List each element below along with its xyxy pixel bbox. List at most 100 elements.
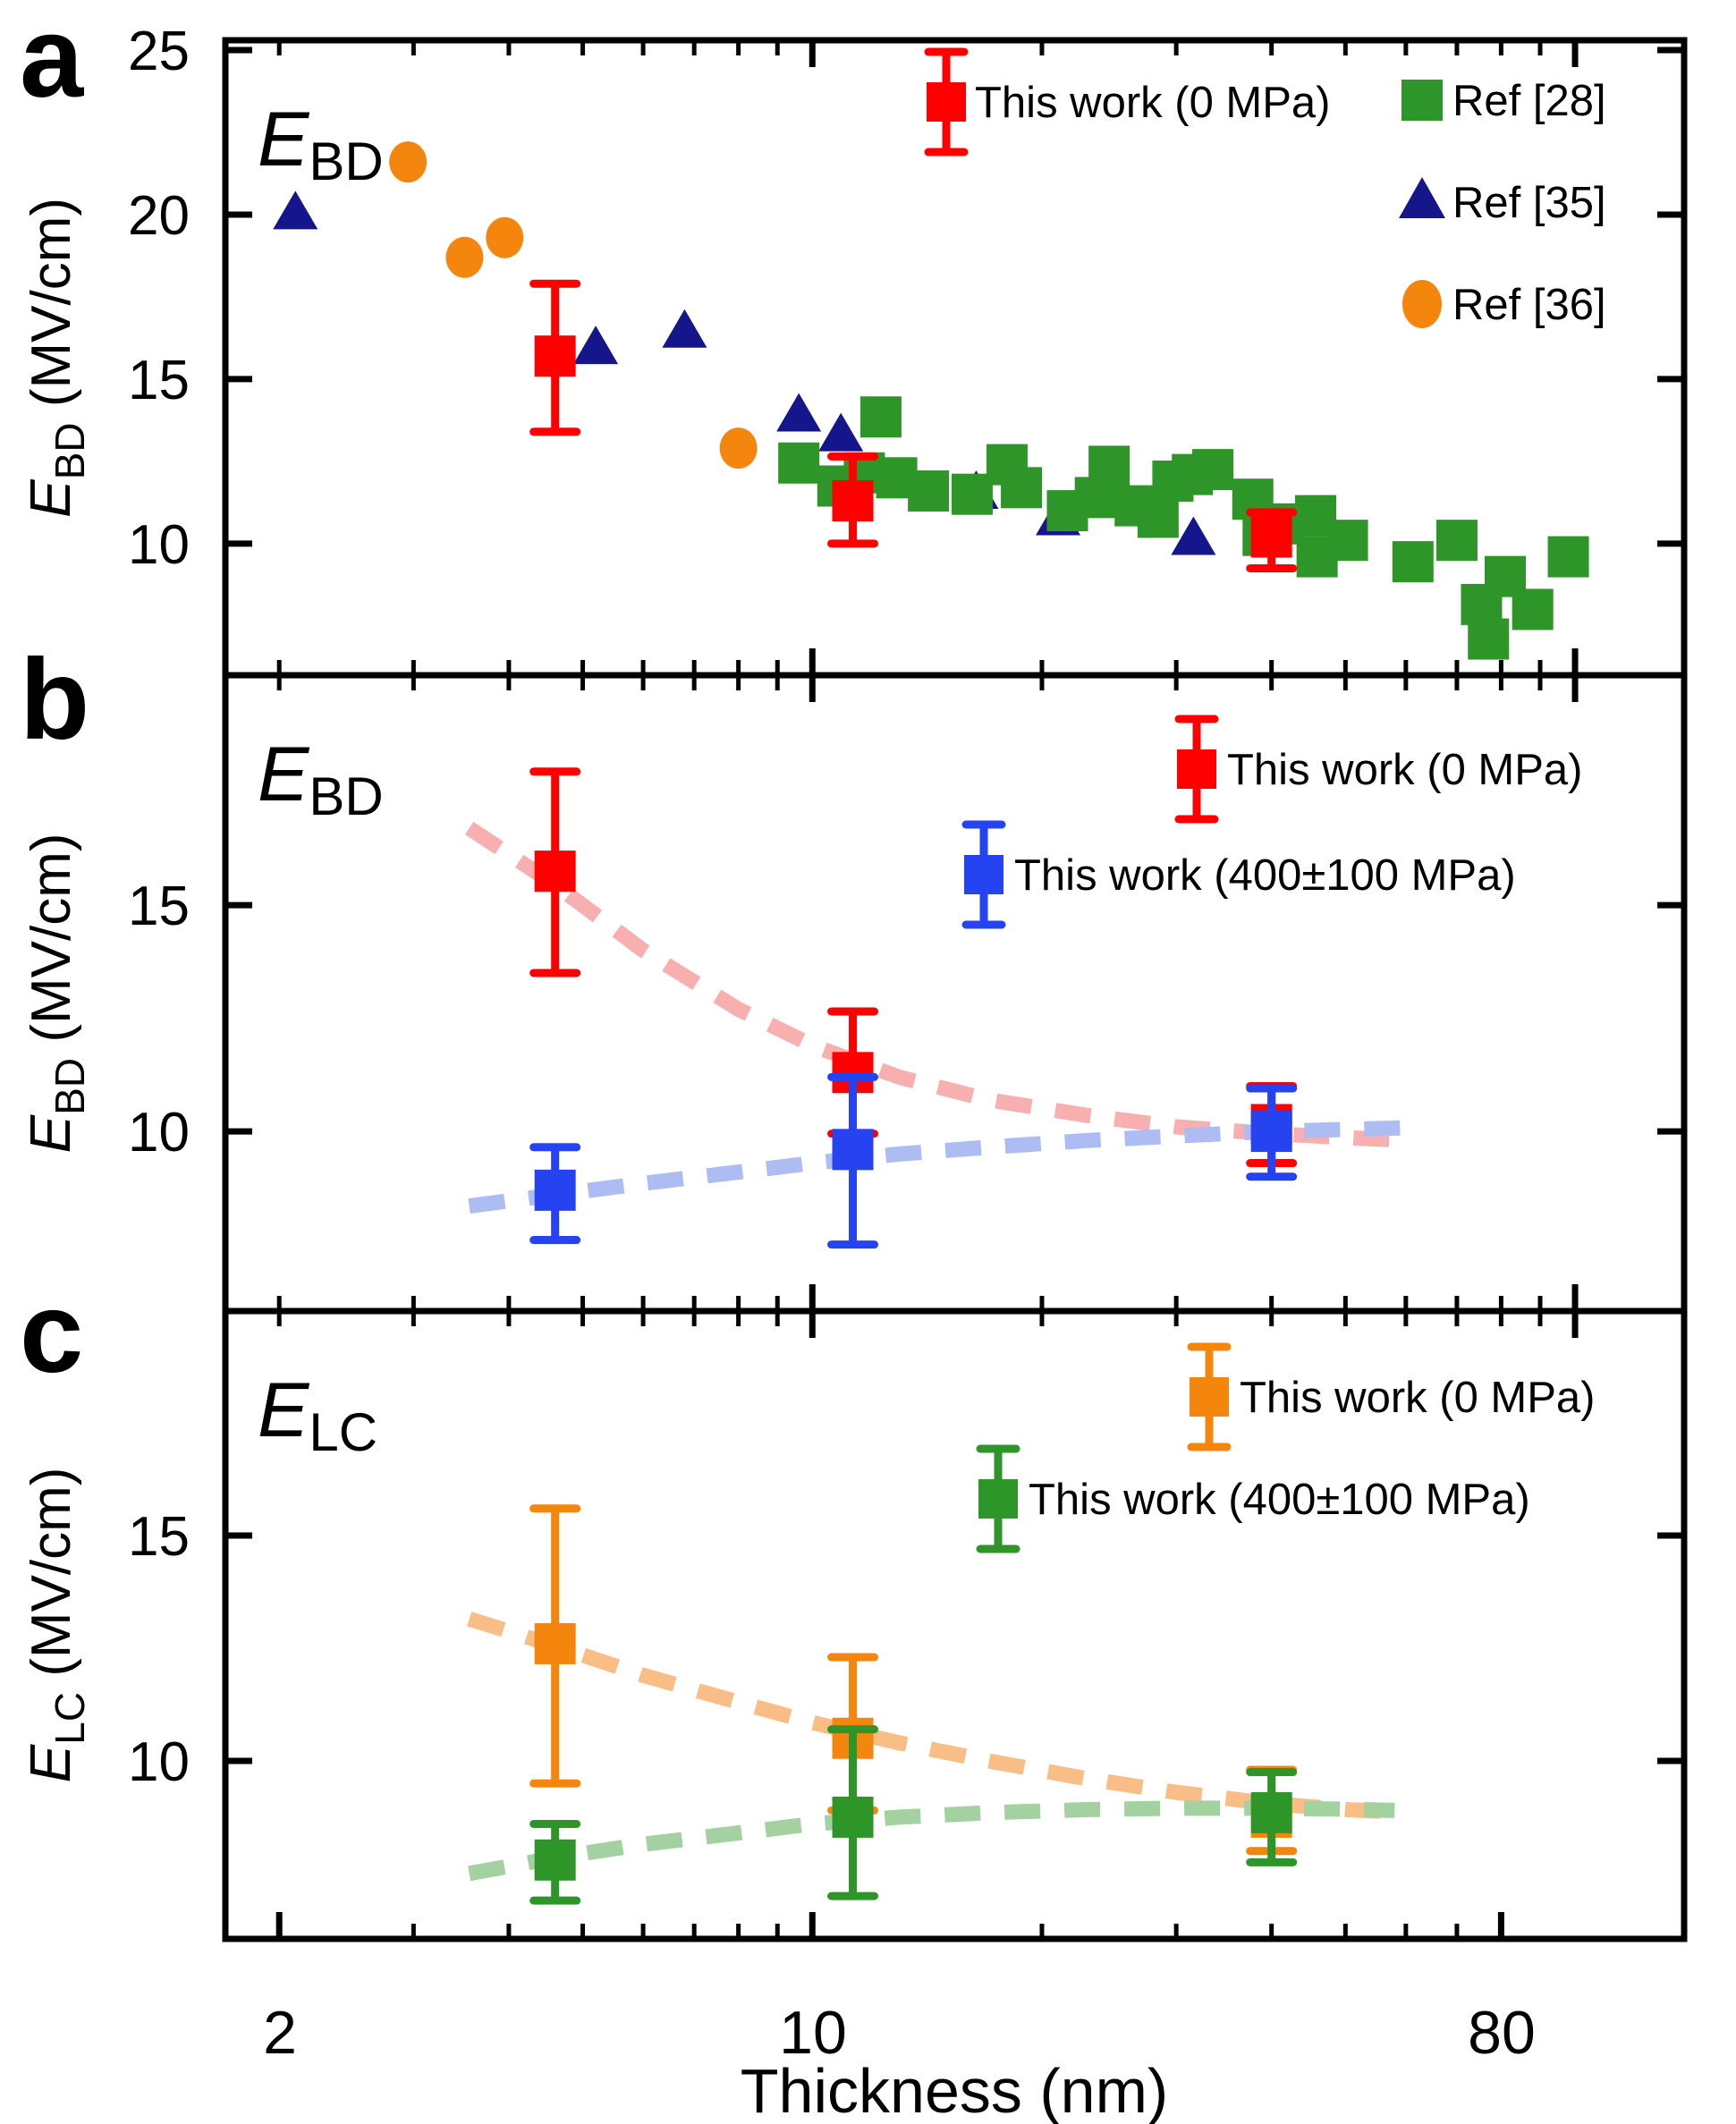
inplot-label: ELC xyxy=(258,1367,377,1462)
x-tick-label-80: 80 xyxy=(1468,1999,1536,2067)
inplot-label: EBD xyxy=(258,97,384,191)
legend-item: Ref [36] xyxy=(1402,280,1606,329)
legend-label: Ref [28] xyxy=(1452,77,1606,125)
data-point-triangle xyxy=(273,190,318,230)
data-point-square xyxy=(534,1839,576,1881)
data-point-square xyxy=(832,1129,874,1171)
legend: This work (0 MPa) This work (400±100 MPa) xyxy=(976,1342,1596,1553)
data-point-square xyxy=(778,442,820,484)
x-axis-title: Thickness (nm) xyxy=(741,2056,1168,2124)
data-point-square xyxy=(1392,541,1434,583)
data-point-circle xyxy=(486,216,524,258)
data-point-square xyxy=(1326,520,1368,562)
data-point-square xyxy=(1088,445,1131,487)
legend-label: Ref [35] xyxy=(1452,179,1606,227)
series xyxy=(778,396,1589,660)
legend-marker-circle xyxy=(1402,280,1442,328)
y-axis-title: ELC (MV/cm) xyxy=(18,1468,93,1783)
legend-label: This work (0 MPa) xyxy=(1240,1374,1596,1422)
data-point-square xyxy=(534,335,576,377)
data-point-square xyxy=(534,1169,576,1211)
data-point-square xyxy=(1192,449,1234,491)
y-tick-label: 10 xyxy=(128,1102,190,1164)
legend-label: This work (0 MPa) xyxy=(1227,746,1583,794)
legend-item: This work (0 MPa) xyxy=(1174,715,1583,824)
legend-item: This work (0 MPa) xyxy=(924,47,1331,157)
y-axis-title: EBD (MV/cm) xyxy=(18,834,93,1154)
y-tick-label: 15 xyxy=(128,350,190,411)
data-point-circle xyxy=(719,427,758,470)
data-point-square xyxy=(832,480,874,522)
series xyxy=(529,279,1298,572)
legend-label: Ref [36] xyxy=(1452,281,1606,329)
panel-a: 10 15 20 25 EBD EBD (MV/cm) This work (0 MPa) R… xyxy=(18,21,1688,679)
data-point-square xyxy=(908,470,950,512)
series xyxy=(529,1072,1298,1249)
data-point-square xyxy=(1250,1791,1292,1833)
legend-marker-square xyxy=(1190,1377,1229,1417)
data-point-square xyxy=(951,473,993,515)
legend-marker-square xyxy=(927,82,966,122)
legend-label: This work (400±100 MPa) xyxy=(1029,1476,1530,1524)
data-point-circle xyxy=(445,236,484,278)
data-point-square xyxy=(860,396,902,438)
panel-border xyxy=(222,1307,1688,1942)
y-tick-label: 15 xyxy=(128,876,190,937)
data-point-square xyxy=(1547,536,1589,578)
axis-ticks: 10 15 20 25 xyxy=(128,21,1684,675)
data-point-square xyxy=(1137,496,1179,538)
y-tick-label: 20 xyxy=(128,185,190,247)
legend-marker-square xyxy=(964,855,1003,894)
legend-marker-square xyxy=(1402,80,1443,121)
data-point-triangle xyxy=(662,309,707,348)
legend-item: Ref [28] xyxy=(1402,77,1606,125)
series xyxy=(529,1725,1298,1905)
legend-item: This work (400±100 MPa) xyxy=(976,1444,1530,1553)
legend-item: Ref [35] xyxy=(1399,177,1606,227)
x-tick-label-10: 10 xyxy=(779,1999,847,2067)
panel-letter-b: b xyxy=(20,636,89,764)
y-tick-label: 25 xyxy=(128,21,190,82)
trend-line xyxy=(465,821,1407,1148)
data-point-square xyxy=(534,850,576,893)
inplot-label: EBD xyxy=(258,732,384,826)
legend-marker-square xyxy=(1177,749,1216,789)
legend-item: This work (400±100 MPa) xyxy=(961,820,1516,929)
data-point-triangle xyxy=(818,412,864,452)
chart-generated-content: 10 15 20 25 EBD EBD (MV/cm) This work (0 MPa) R… xyxy=(18,21,1688,1942)
legend-marker-triangle xyxy=(1399,177,1445,218)
y-axis-title: EBD (MV/cm) xyxy=(18,198,93,518)
panel-letter-a: a xyxy=(20,0,84,122)
series xyxy=(389,141,758,470)
legend: This work (0 MPa) This work (400±100 MPa) xyxy=(961,715,1583,929)
data-point-square xyxy=(534,1622,576,1664)
data-point-square xyxy=(1435,520,1478,562)
data-point-square xyxy=(1468,618,1510,660)
data-point-square xyxy=(1001,467,1043,509)
data-point-square xyxy=(1250,516,1292,558)
data-point-square xyxy=(1512,588,1554,630)
y-tick-label: 10 xyxy=(128,1731,190,1793)
data-point-triangle xyxy=(776,393,822,432)
y-tick-label: 15 xyxy=(128,1506,190,1568)
data-point-triangle xyxy=(573,326,619,365)
trend-line xyxy=(467,1612,1395,1820)
legend: This work (0 MPa) Ref [28] Ref [35] Ref [36… xyxy=(924,47,1606,329)
data-point-square xyxy=(832,1796,874,1838)
panel-border xyxy=(222,37,1688,679)
legend-marker-square xyxy=(978,1479,1018,1519)
panel-letter-c: c xyxy=(20,1269,83,1397)
data-point-square xyxy=(1250,1111,1292,1153)
data-point-circle xyxy=(389,141,428,183)
legend-label: This work (400±100 MPa) xyxy=(1014,851,1516,900)
legend-item: This work (0 MPa) xyxy=(1187,1342,1596,1451)
x-tick-label-2: 2 xyxy=(263,1999,297,2067)
data-point-triangle xyxy=(1171,516,1216,555)
series xyxy=(529,767,1298,1168)
legend-label: This work (0 MPa) xyxy=(975,79,1331,127)
y-tick-label: 10 xyxy=(128,514,190,576)
